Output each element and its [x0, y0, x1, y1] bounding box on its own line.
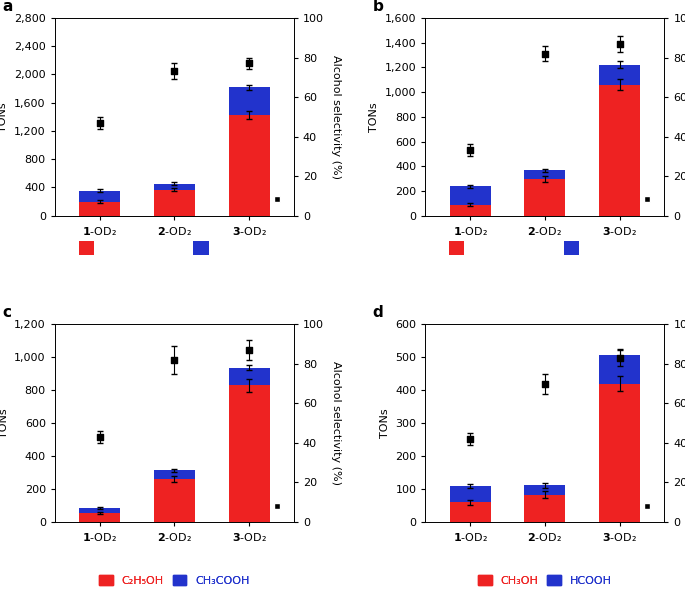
Y-axis label: TONs: TONs	[379, 409, 390, 438]
Legend: 	[643, 499, 660, 513]
Bar	[599, 65, 640, 85]
Legend: C₂H₅OH, CH₃COOH: C₂H₅OH, CH₃COOH	[95, 571, 253, 591]
Bar	[524, 179, 565, 215]
Point	[464, 146, 475, 155]
Bar	[154, 470, 195, 479]
Text: a: a	[2, 0, 12, 14]
Y-axis label: Alcohol selectivity (%): Alcohol selectivity (%)	[331, 361, 340, 485]
Y-axis label: TONs: TONs	[0, 102, 8, 131]
Legend: 	[273, 499, 289, 513]
Bar	[79, 513, 120, 522]
Bar	[524, 485, 565, 494]
Y-axis label: TONs: TONs	[369, 102, 379, 131]
Y-axis label: TONs: TONs	[0, 409, 9, 438]
Point	[94, 118, 105, 128]
Bar	[524, 494, 565, 522]
Bar	[154, 190, 195, 215]
Point	[614, 39, 625, 49]
Bar	[449, 205, 490, 215]
Bar	[79, 508, 120, 513]
Point	[169, 355, 180, 365]
Bar	[79, 191, 120, 202]
Point	[539, 49, 550, 58]
Bar	[524, 170, 565, 179]
Bar	[229, 368, 270, 385]
Bar	[79, 202, 120, 215]
Text: c: c	[2, 305, 11, 320]
Point	[244, 345, 255, 355]
Point	[169, 67, 180, 76]
Y-axis label: Alcohol selectivity (%): Alcohol selectivity (%)	[331, 55, 340, 179]
Bar	[449, 487, 490, 502]
Bar	[229, 115, 270, 215]
Bar	[154, 184, 195, 190]
Legend: 	[273, 193, 289, 207]
Bar	[229, 87, 270, 115]
Point	[244, 59, 255, 68]
Text: d: d	[373, 305, 384, 320]
Bar	[229, 385, 270, 522]
Point	[614, 353, 625, 363]
Bar	[449, 502, 490, 522]
Bar	[599, 355, 640, 383]
Bar	[599, 85, 640, 215]
Point	[464, 434, 475, 444]
Point	[539, 379, 550, 388]
Bar	[599, 383, 640, 522]
Bar	[449, 186, 490, 205]
Bar	[154, 479, 195, 522]
Legend: CH₃OH, HCOOH: CH₃OH, HCOOH	[474, 571, 616, 591]
Legend: 	[643, 193, 660, 207]
Text: b: b	[373, 0, 384, 14]
Point	[94, 432, 105, 442]
